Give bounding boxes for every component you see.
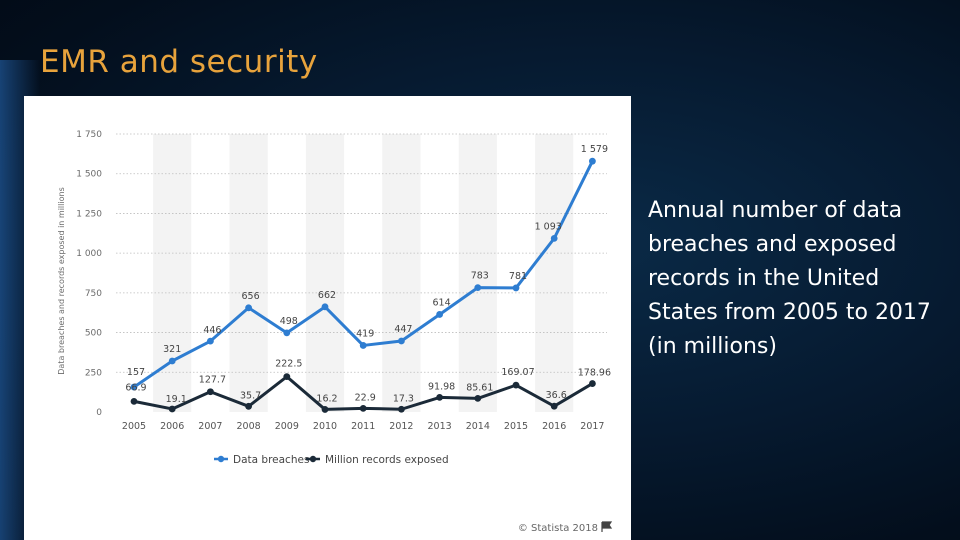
column-band (305, 134, 345, 412)
data-label-records-exposed: 178.96 (578, 368, 611, 379)
data-label-records-exposed: 19.1 (166, 394, 187, 405)
point-data-breaches (321, 303, 329, 311)
y-tick-label: 1 250 (76, 209, 102, 219)
point-records-exposed (512, 381, 520, 389)
point-records-exposed (130, 397, 138, 405)
x-tick-label: 2006 (160, 421, 184, 432)
point-records-exposed (436, 393, 443, 401)
point-records-exposed (207, 388, 214, 396)
x-tick-label: 2005 (122, 421, 146, 432)
x-tick-label: 2013 (428, 421, 452, 432)
data-label-records-exposed: 35.7 (240, 390, 261, 401)
point-data-breaches (359, 342, 367, 349)
data-label-records-exposed: 127.7 (199, 375, 226, 386)
x-tick-label: 2007 (198, 421, 222, 432)
legend-marker (217, 455, 225, 463)
point-records-exposed (398, 405, 405, 413)
point-data-breaches (283, 329, 291, 337)
x-tick-label: 2008 (237, 421, 261, 432)
data-label-records-exposed: 17.3 (393, 393, 414, 404)
x-tick-label: 2010 (313, 421, 337, 432)
data-label-records-exposed: 222.5 (275, 359, 302, 370)
point-records-exposed (168, 405, 176, 413)
data-label-data-breaches: 498 (280, 316, 298, 327)
x-tick-label: 2017 (580, 421, 604, 432)
x-tick-label: 2016 (542, 421, 566, 432)
chart-panel: 0 250 500 750 1 000 1 250 1 500 1 750 Data breac… (24, 96, 631, 540)
x-tick-label: 2009 (275, 421, 299, 432)
point-data-breaches (512, 284, 520, 292)
slide-title: EMR and security (40, 44, 318, 80)
data-label-data-breaches: 614 (433, 297, 451, 308)
column-band (229, 134, 268, 412)
column-band (535, 134, 574, 412)
data-label-data-breaches: 781 (509, 271, 527, 282)
x-tick-label: 2015 (504, 421, 528, 432)
x-tick-label: 2012 (389, 421, 413, 432)
data-label-records-exposed: 66.9 (125, 382, 146, 393)
y-tick-label: 0 (96, 408, 102, 418)
y-tick-label: 750 (85, 289, 102, 299)
column-band (153, 134, 192, 412)
y-tick-label: 1 750 (76, 130, 102, 140)
data-label-records-exposed: 169.07 (501, 367, 534, 378)
point-records-exposed (474, 395, 482, 402)
legend-marker (309, 455, 317, 463)
point-data-breaches (245, 304, 253, 312)
data-label-records-exposed: 22.9 (355, 392, 376, 403)
flag-icon (601, 521, 613, 532)
data-label-data-breaches: 662 (318, 290, 336, 301)
source-note: © Statista 2018 (518, 523, 598, 534)
point-records-exposed (245, 402, 253, 410)
data-label-data-breaches: 656 (242, 291, 260, 302)
point-data-breaches (207, 337, 214, 345)
column-band (382, 134, 421, 412)
x-tick-label: 2014 (466, 421, 490, 432)
data-label-data-breaches: 447 (394, 324, 412, 335)
column-band (458, 134, 497, 412)
line-chart: 0 250 500 750 1 000 1 250 1 500 1 750 Data breac… (57, 130, 613, 534)
point-data-breaches (474, 284, 482, 292)
point-records-exposed (359, 404, 367, 412)
data-label-data-breaches: 446 (203, 325, 221, 336)
data-label-records-exposed: 85.61 (466, 382, 493, 393)
data-label-records-exposed: 16.2 (316, 393, 337, 404)
data-label-data-breaches: 321 (163, 344, 181, 355)
point-data-breaches (589, 157, 596, 165)
data-label-data-breaches: 419 (356, 328, 374, 339)
y-tick-label: 1 000 (76, 249, 102, 259)
point-data-breaches (436, 311, 443, 318)
point-data-breaches (168, 357, 176, 365)
y-tick-label: 250 (85, 368, 102, 378)
point-records-exposed (550, 402, 558, 410)
y-tick-label: 500 (85, 329, 102, 339)
data-label-data-breaches: 1 093 (535, 221, 562, 232)
data-label-data-breaches: 157 (127, 367, 145, 378)
slide-caption: Annual number of data breaches and expos… (648, 198, 931, 359)
data-label-records-exposed: 91.98 (428, 381, 455, 392)
point-data-breaches (130, 383, 138, 391)
y-tick-label: 1 500 (76, 170, 102, 180)
data-label-data-breaches: 1 579 (581, 144, 608, 155)
point-records-exposed (283, 373, 291, 381)
data-label-data-breaches: 783 (471, 271, 489, 282)
x-tick-label: 2011 (351, 421, 375, 432)
point-data-breaches (398, 337, 405, 345)
point-data-breaches (550, 234, 558, 242)
legend-label-records-exposed: Million records exposed (325, 454, 449, 466)
point-records-exposed (321, 406, 329, 413)
legend-label-data-breaches: Data breaches (233, 454, 309, 466)
data-label-records-exposed: 36.6 (546, 390, 567, 401)
y-axis-label: Data breaches and records exposed in mil… (57, 187, 66, 374)
point-records-exposed (589, 380, 596, 387)
